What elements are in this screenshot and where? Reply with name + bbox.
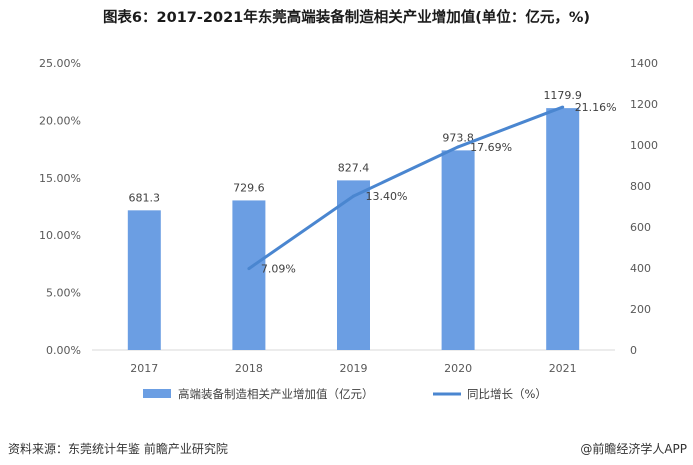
line-value-label: 13.40%: [366, 190, 408, 203]
right-tick-label: 1400: [630, 57, 658, 70]
right-axis: 0 200 400 600 800 1000 1200 1400: [630, 57, 658, 357]
left-tick-label: 5.00%: [46, 287, 81, 300]
bar-value-label: 1179.9: [543, 89, 582, 102]
x-tick-label: 2017: [130, 362, 158, 375]
line-point: [247, 267, 251, 271]
left-tick-label: 20.00%: [39, 114, 81, 127]
right-tick-label: 800: [630, 180, 651, 193]
x-tick-label: 2019: [340, 362, 368, 375]
right-tick-label: 1000: [630, 139, 658, 152]
left-tick-label: 10.00%: [39, 229, 81, 242]
legend-bar-label: 高端装备制造相关产业增加值（亿元）: [178, 387, 374, 401]
legend-line-label: 同比增长（%）: [467, 387, 547, 401]
left-tick-label: 25.00%: [39, 57, 81, 70]
line-value-label: 7.09%: [261, 263, 296, 276]
legend: 高端装备制造相关产业增加值（亿元） 同比增长（%）: [143, 387, 547, 401]
bar: [127, 210, 161, 350]
credit-note: @前瞻经济学人APP: [580, 442, 687, 456]
legend-bar-swatch: [143, 389, 171, 398]
line-point: [456, 145, 460, 149]
bar: [441, 150, 475, 350]
x-tick-labels: 2017 2018 2019 2020 2021: [130, 362, 576, 375]
chart-title: 图表6：2017-2021年东莞高端装备制造相关产业增加值(单位：亿元，%): [102, 10, 591, 26]
bar-series: 681.3 729.6 827.4 973.8 1179.9: [127, 89, 582, 350]
line-point: [352, 194, 355, 198]
right-tick-label: 600: [630, 221, 651, 234]
line-value-label: 21.16%: [575, 101, 617, 114]
line-series: 7.09% 13.40% 17.69% 21.16%: [247, 101, 617, 276]
bar: [546, 108, 580, 350]
right-tick-label: 200: [630, 303, 651, 316]
bar: [337, 180, 370, 350]
bar-value-label: 973.8: [442, 131, 474, 144]
right-tick-label: 1200: [630, 98, 658, 111]
left-tick-label: 0.00%: [46, 344, 81, 357]
bar-value-label: 681.3: [129, 191, 161, 204]
bar: [232, 200, 266, 350]
right-tick-label: 0: [630, 344, 637, 357]
bar-value-label: 827.4: [338, 161, 370, 174]
bar-value-label: 729.6: [233, 181, 265, 194]
source-note: 资料来源：东莞统计年鉴 前瞻产业研究院: [8, 442, 228, 456]
x-tick-label: 2018: [235, 362, 263, 375]
x-tick-label: 2021: [549, 362, 577, 375]
x-tick-label: 2020: [444, 362, 472, 375]
left-tick-label: 15.00%: [39, 172, 81, 185]
line-value-label: 17.69%: [470, 141, 512, 154]
growth-line: [248, 105, 564, 270]
line-point: [561, 105, 565, 109]
right-tick-label: 400: [630, 262, 651, 275]
left-axis: 0.00% 5.00% 10.00% 15.00% 20.00% 25.00%: [39, 57, 81, 357]
